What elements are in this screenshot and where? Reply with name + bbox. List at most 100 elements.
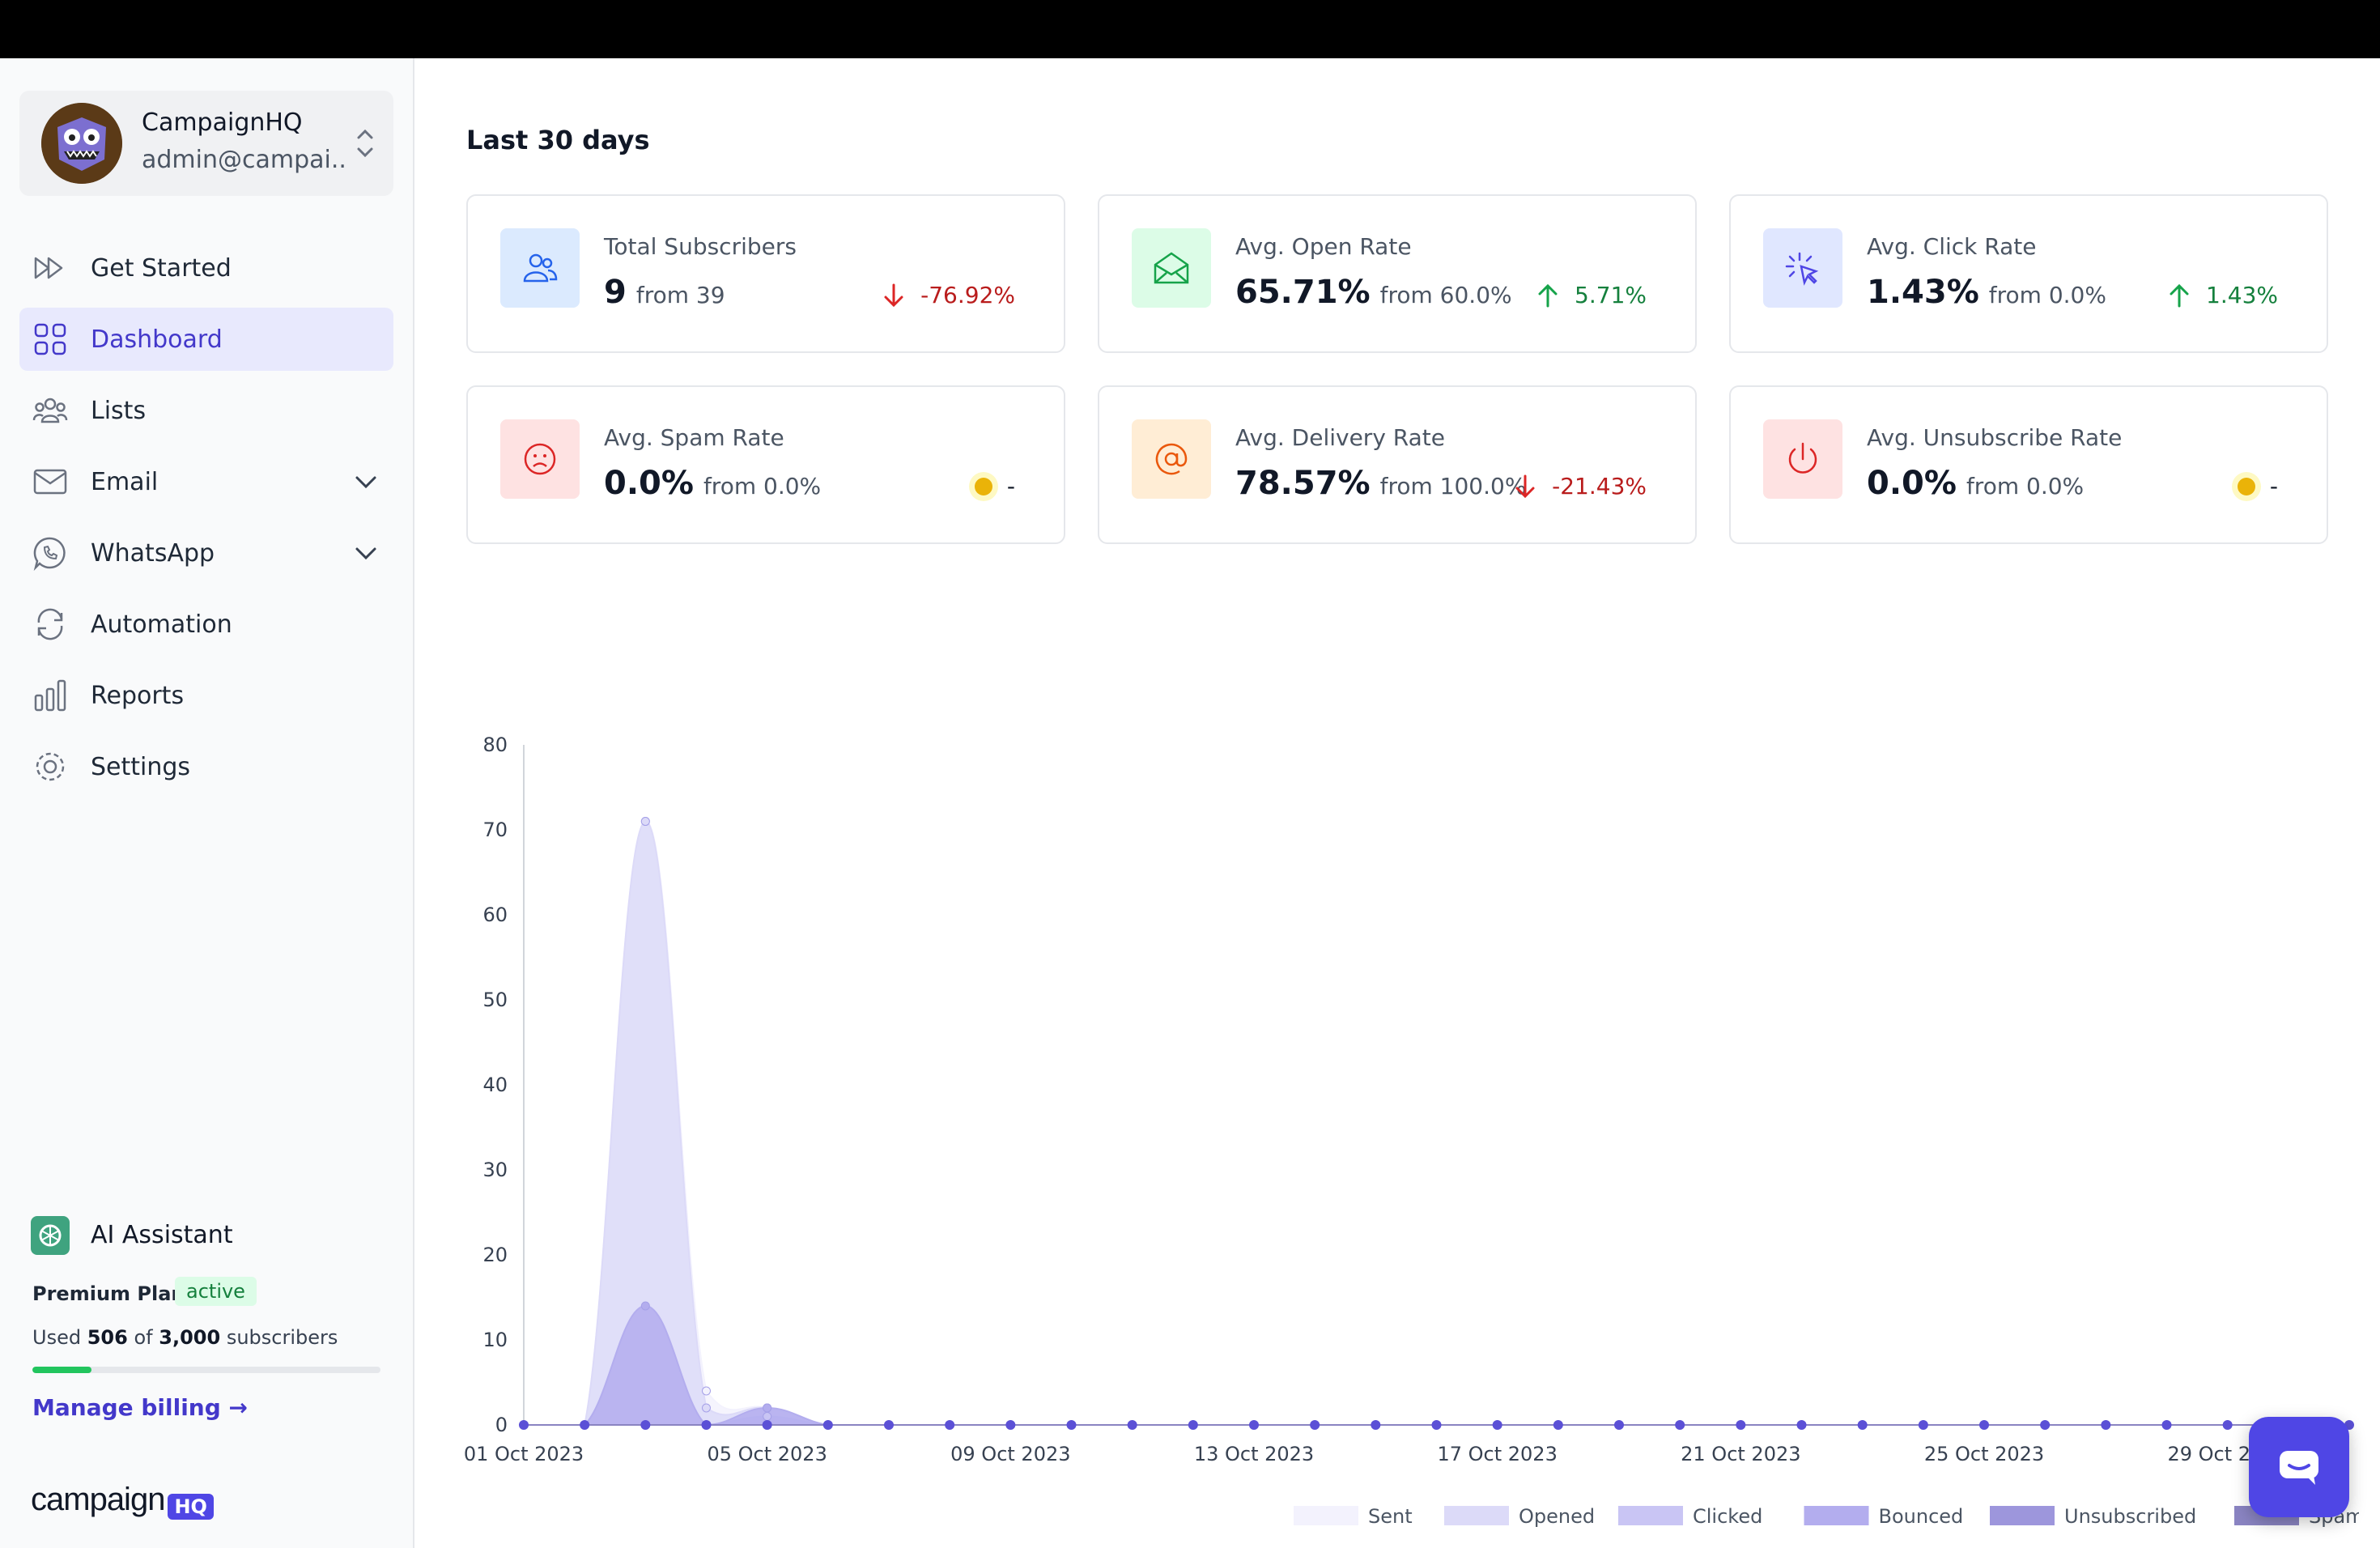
- data-point: [1492, 1420, 1502, 1430]
- x-tick-label: 01 Oct 2023: [464, 1443, 584, 1465]
- plan-name: Premium Plan: [32, 1282, 185, 1305]
- data-point: [1188, 1420, 1198, 1430]
- series-area-opened: [524, 820, 2349, 1426]
- sidebar-item-reports[interactable]: Reports: [19, 664, 393, 727]
- y-tick-label: 20: [482, 1244, 508, 1266]
- mail-open-icon: [1132, 228, 1211, 308]
- brand-badge: HQ: [168, 1493, 214, 1520]
- avatar: [41, 103, 122, 184]
- cursor-click-icon: [1763, 228, 1842, 308]
- data-point: [580, 1420, 590, 1430]
- arrow-down-icon: [1515, 474, 1535, 498]
- x-tick-label: 13 Oct 2023: [1194, 1443, 1314, 1465]
- sidebar-item-get-started[interactable]: Get Started: [19, 236, 393, 300]
- stat-title: Total Subscribers: [604, 233, 797, 260]
- stat-change: -21.43%: [1513, 473, 1647, 500]
- stat-change: -: [2237, 473, 2278, 500]
- stat-change-value: -: [1006, 473, 1015, 500]
- stat-change-value: 1.43%: [2206, 282, 2278, 308]
- data-point: [702, 1386, 711, 1396]
- usage-used: 506: [87, 1326, 128, 1349]
- sad-face-icon: [500, 419, 580, 499]
- legend-swatch-opened: [1444, 1506, 1509, 1525]
- data-point: [1857, 1420, 1868, 1430]
- y-tick-label: 60: [482, 904, 508, 926]
- power-icon: [1763, 419, 1842, 499]
- stat-from: from 39: [635, 282, 725, 308]
- data-point: [2101, 1420, 2111, 1430]
- y-tick-label: 40: [482, 1074, 508, 1096]
- data-point: [1005, 1420, 1016, 1430]
- usage-prefix: Used: [32, 1326, 82, 1349]
- stat-change-value: 5.71%: [1575, 282, 1647, 308]
- stat-from: from 0.0%: [703, 473, 822, 500]
- refresh-icon: [37, 608, 63, 640]
- sidebar-item-whatsapp[interactable]: WhatsApp: [19, 521, 393, 585]
- stat-change: 5.71%: [1536, 282, 1647, 308]
- account-switcher[interactable]: CampaignHQ admin@campai...: [19, 91, 393, 196]
- stat-title: Avg. Unsubscribe Rate: [1867, 424, 2123, 451]
- sidebar-item-email[interactable]: Email: [19, 450, 393, 513]
- legend-label: Bounced: [1879, 1505, 1964, 1528]
- data-point: [1066, 1420, 1077, 1430]
- stat-title: Avg. Open Rate: [1235, 233, 1412, 260]
- fast-forward-icon: [34, 257, 63, 279]
- y-tick-label: 80: [482, 734, 508, 756]
- stat-value-line: 9 from 39: [604, 274, 725, 311]
- data-point: [1979, 1420, 1989, 1430]
- data-point: [640, 1420, 651, 1430]
- stat-card-total-subscribers: Total Subscribers 9 from 39 -76.92%: [466, 194, 1065, 353]
- bar-chart-icon: [34, 679, 66, 712]
- sidebar-item-label: Lists: [91, 396, 147, 425]
- manage-billing-link[interactable]: Manage billing →: [32, 1394, 248, 1421]
- sidebar-item-dashboard[interactable]: Dashboard: [19, 308, 393, 371]
- x-tick-label: 09 Oct 2023: [950, 1443, 1070, 1465]
- legend-label: Unsubscribed: [2064, 1505, 2196, 1528]
- stat-card-avg-open-rate: Avg. Open Rate 65.71% from 60.0% 5.71%: [1098, 194, 1697, 353]
- data-point: [701, 1420, 712, 1430]
- legend-label: Opened: [1519, 1505, 1595, 1528]
- usage-progress-bar: [32, 1367, 380, 1373]
- chat-button[interactable]: [2249, 1417, 2349, 1517]
- data-point: [762, 1420, 772, 1430]
- sidebar-item-lists[interactable]: Lists: [19, 379, 393, 442]
- data-point: [2161, 1420, 2172, 1430]
- stat-value: 1.43%: [1867, 274, 1979, 311]
- arrow-up-icon: [1538, 283, 1558, 307]
- sidebar-item-label: Get Started: [91, 253, 232, 283]
- data-point: [1310, 1420, 1320, 1430]
- stat-value-line: 65.71% from 60.0%: [1235, 274, 1512, 311]
- usage-total: 3,000: [159, 1326, 221, 1349]
- y-tick-label: 10: [482, 1329, 508, 1351]
- plan-status-badge: active: [175, 1277, 257, 1306]
- series-area-bounced: [524, 1304, 2349, 1427]
- sidebar-item-label: Email: [91, 467, 159, 496]
- grid-icon: [34, 323, 66, 355]
- main-content: Last 30 days Total Subscribers 9 from 39 …: [416, 58, 2380, 1548]
- y-tick-label: 70: [482, 819, 508, 841]
- sidebar-item-settings[interactable]: Settings: [19, 735, 393, 798]
- sidebar-item-automation[interactable]: Automation: [19, 593, 393, 656]
- stat-value: 65.71%: [1235, 274, 1371, 311]
- data-point: [1918, 1420, 1928, 1430]
- stat-change-value: -: [2269, 473, 2278, 500]
- stat-from: from 100.0%: [1379, 473, 1527, 500]
- stat-card-avg-unsubscribe-rate: Avg. Unsubscribe Rate 0.0% from 0.0% -: [1729, 385, 2328, 544]
- y-tick-label: 0: [495, 1414, 508, 1436]
- data-point: [1796, 1420, 1807, 1430]
- data-point: [1127, 1420, 1137, 1430]
- arrow-up-icon: [2170, 283, 2189, 307]
- data-point: [884, 1420, 894, 1430]
- users-icon: [32, 398, 68, 423]
- users-icon: [500, 228, 580, 308]
- subscriber-usage: Used 506 of 3,000 subscribers: [32, 1326, 338, 1349]
- stat-value-line: 0.0% from 0.0%: [1867, 465, 2084, 502]
- sidebar-item-label: Settings: [91, 752, 191, 781]
- legend-label: Clicked: [1693, 1505, 1762, 1528]
- whatsapp-icon: [33, 537, 66, 571]
- account-email: admin@campai...: [142, 146, 344, 174]
- stat-title: Avg. Click Rate: [1867, 233, 2037, 260]
- openai-icon: [31, 1216, 70, 1255]
- neutral-indicator-icon: [2237, 477, 2255, 495]
- sidebar: CampaignHQ admin@campai... Get Started D…: [0, 58, 414, 1548]
